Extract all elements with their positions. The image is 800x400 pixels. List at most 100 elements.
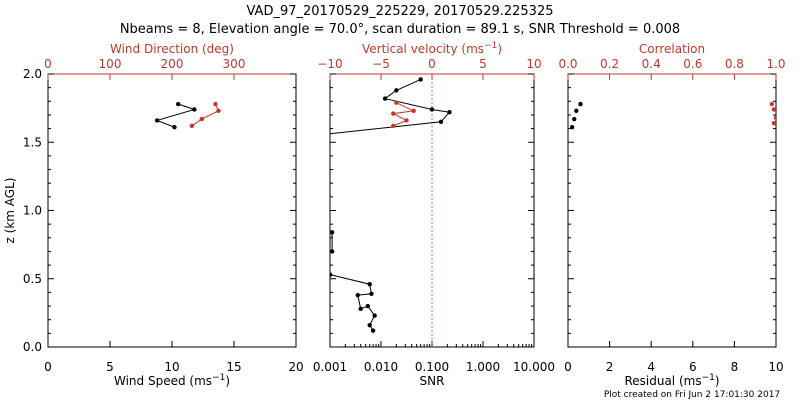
data-point [176,101,181,107]
data-point [447,110,452,115]
data-point [367,282,372,287]
series-line [191,103,220,127]
top-axis-label: Wind Direction (deg) [110,42,234,56]
plot-frame [47,73,297,348]
y-tick-label: 1.0 [23,204,42,218]
data-point [330,249,335,254]
x-tick-label: 10 [768,360,783,374]
data-point [418,77,423,82]
x-axis-label: Residual (ms−1) [624,373,719,388]
series-bottom [154,101,197,130]
data-point [192,107,197,112]
figure-title-line1: VAD_97_20170529_225229, 20170529.225325 [247,4,554,19]
y-tick-label: 0.5 [23,272,42,286]
plot-footer: Plot created on Fri Jun 2 17:01:30 2017 [604,390,780,400]
top-axis-label-sup: −1 [484,41,497,51]
data-point [216,108,221,114]
top-x-tick-label: 0.4 [642,57,661,71]
data-point [312,133,316,137]
panel-snr: 0.001 0.010 0.100 1.000 10.000 −10 −5 0 5 10 SNR Ve… [312,41,555,388]
data-point [411,108,416,114]
x-axis-label: Wind Speed (ms−1) [114,373,230,388]
series-top [391,100,416,129]
top-axis-label: Vertical velocity (ms−1) [362,41,502,56]
x-axis-label-base: Residual (ms [624,374,701,388]
data-point [355,292,360,298]
series-top [189,101,221,129]
series-top [769,101,776,126]
top-x-tick-label: 0.0 [558,57,577,71]
data-point [572,116,577,122]
top-axis-label: Correlation [639,42,705,56]
top-x-tick-label: 0.2 [600,57,619,71]
data-point [578,101,583,107]
x-tick-label: 20 [288,360,303,374]
top-axis-label-base: Vertical velocity (ms [362,42,484,56]
data-point [189,123,195,129]
panel-residual: 0 2 4 6 8 10 0.0 0.2 0.4 0.6 0.8 1.0 Residual (ms−1)… [558,42,785,388]
data-point [367,322,372,328]
data-point [325,229,329,233]
data-point [569,125,575,130]
series-bottom [312,77,452,333]
data-point [330,272,333,277]
data-point [391,111,396,116]
x-tick-label: 5 [106,360,114,374]
top-x-tick-label: 0.6 [683,57,702,71]
x-tick-label: 0 [564,360,572,374]
data-point [382,96,388,101]
x-tick-label: 1.000 [466,360,500,374]
data-point [365,303,370,309]
top-x-tick-label: −5 [372,57,390,71]
data-point [325,249,329,253]
x-axis-label-base: Wind Speed (ms [114,374,212,388]
top-x-tick-label: 100 [99,57,122,71]
data-point [154,118,160,123]
data-point [404,118,409,123]
series-line [391,102,416,127]
top-axis-label-tail: ) [497,42,502,56]
series-line [330,79,451,331]
x-tick-label: 0 [44,360,52,374]
data-point [372,313,377,318]
x-tick-label: 15 [226,360,241,374]
top-x-tick-label: −10 [317,57,342,71]
top-x-tick-label: 1.0 [766,57,785,71]
x-tick-label: 0.100 [415,360,449,374]
y-axis-label: z (km AGL) [3,178,17,244]
y-tick-label: 1.5 [23,135,42,149]
x-axis-label: SNR [420,374,445,388]
data-point [391,123,396,129]
top-x-tick-label: 300 [223,57,246,71]
plot-frame [567,73,777,348]
x-axis-label-sup: −1 [212,373,225,383]
data-point [771,107,776,112]
series-bottom [569,101,583,130]
x-tick-label: 10 [164,360,179,374]
series-line [155,103,196,128]
data-point [773,115,776,120]
top-x-tick-label: 10 [526,57,541,71]
y-tick-label: 0.0 [23,340,42,354]
data-point [429,107,435,112]
data-point [330,230,335,235]
data-point [358,306,363,311]
x-axis-label-tail: ) [225,374,230,388]
x-tick-label: 0.010 [364,360,398,374]
x-axis-label-sup: −1 [702,373,715,383]
data-point [771,120,776,126]
data-point [769,101,775,107]
top-x-tick-label: 0 [44,57,52,71]
x-tick-label: 10.000 [513,360,555,374]
data-point [370,328,376,333]
data-point [213,101,218,107]
data-point [438,119,444,124]
data-point [394,88,399,93]
x-tick-label: 0.001 [313,360,347,374]
top-x-tick-label: 0.8 [725,57,744,71]
x-tick-label: 2 [606,360,614,374]
figure-title-line2: Nbeams = 8, Elevation angle = 70.0°, sca… [120,22,680,37]
x-tick-label: 8 [731,360,739,374]
x-axis-label-tail: ) [715,374,720,388]
